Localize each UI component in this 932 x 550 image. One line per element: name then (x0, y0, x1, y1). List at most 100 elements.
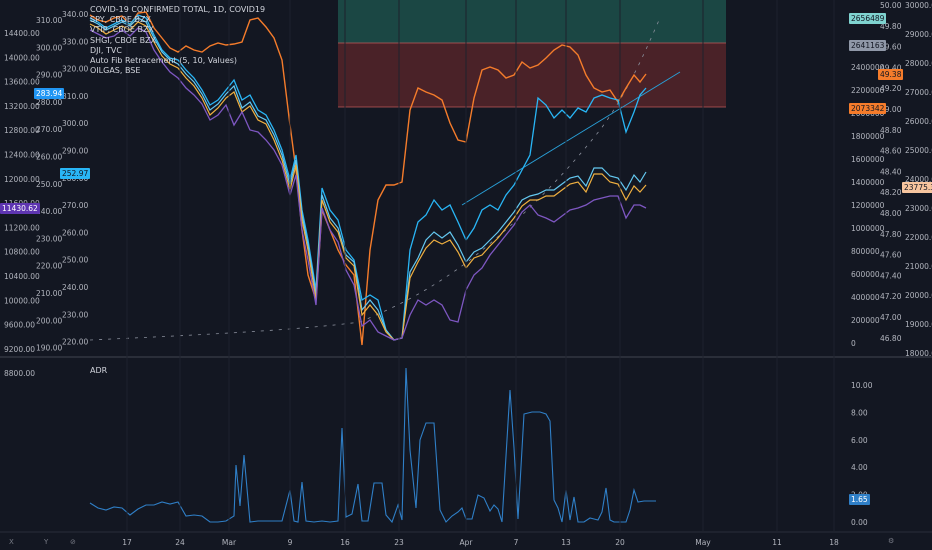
adr-axis-tick: 0.00 (851, 518, 868, 527)
adr-axis-tick: 8.00 (851, 408, 868, 417)
tag-gray: 2641163 (849, 40, 887, 51)
axis-inner-left-tick: 230.00 (36, 234, 62, 243)
axis-right1-tick: 600000 (851, 270, 880, 279)
axis-left-tick: 250.00 (62, 256, 88, 265)
axis-right2-tick: 48.40 (880, 167, 902, 176)
axis-right3-tick: 28000.0 (905, 59, 932, 68)
axis-right2-tick: 48.60 (880, 147, 902, 156)
axis-inner-left-tick: 240.00 (36, 207, 62, 216)
axis-left-tick: 330.00 (62, 37, 88, 46)
time-axis-label: 11 (772, 538, 782, 547)
tag-adr: 1.65 (849, 494, 870, 505)
spy-line (89, 14, 647, 341)
adr-axis-tick: 6.00 (851, 436, 868, 445)
time-axis-label: 13 (561, 538, 571, 547)
axis-left-tick: 240.00 (62, 283, 88, 292)
trend-line[interactable] (461, 71, 681, 206)
axis-left-tick: 230.00 (62, 310, 88, 319)
axis-right3-tick: 18000.0 (905, 349, 932, 358)
axis-right3-tick: 20000.0 (905, 291, 932, 300)
axis-far-left-tick: 13600.00 (4, 78, 40, 87)
axis-inner-left-tick: 310.00 (36, 16, 62, 25)
reset-icon[interactable]: ⊘ (70, 538, 76, 546)
axis-inner-left-tick: 260.00 (36, 153, 62, 162)
axis-right3-tick: 22000.0 (905, 233, 932, 242)
axis-right2-tick: 50.00 (880, 1, 902, 10)
legend-vtip[interactable]: VTIP, CBOE BZX (90, 25, 154, 35)
axis-inner-left-tick: 200.00 (36, 316, 62, 325)
time-axis-label: Apr (460, 538, 474, 547)
axis-right3-tick: 25000.0 (905, 146, 932, 155)
axis-right1-tick: 0 (851, 339, 856, 348)
legend-oilgas[interactable]: OILGAS, BSE (90, 66, 141, 76)
legend-dji[interactable]: DJI, TVC (90, 45, 122, 55)
time-axis-label: 9 (288, 538, 293, 547)
axis-far-left-tick: 14400.00 (4, 29, 40, 38)
axis-far-left-tick: 8800.00 (4, 369, 35, 378)
axis-far-left-tick: 11200.00 (4, 223, 40, 232)
axis-far-left-tick: 10000.00 (4, 296, 40, 305)
axis-left-tick: 300.00 (62, 119, 88, 128)
axis-far-left-tick: 12800.00 (4, 126, 40, 135)
fib-zone-lower (338, 43, 726, 107)
axis-right2-tick: 47.80 (880, 230, 902, 239)
axis-left-tick: 220.00 (62, 338, 88, 347)
shgi-line (89, 21, 647, 341)
axis-far-left-tick: 14000.00 (4, 53, 40, 62)
axis-right3-tick: 30000.0 (905, 1, 932, 10)
covid-total-line (89, 17, 661, 341)
axis-far-left-tick: 9200.00 (4, 345, 35, 354)
time-axis-label: 18 (829, 538, 839, 547)
tag-covid: 2656489 (849, 13, 887, 24)
axis-inner-left-tick: 220.00 (36, 262, 62, 271)
axis-right2-tick: 47.00 (880, 313, 902, 322)
axis-inner-left-tick: 190.00 (36, 344, 62, 353)
axis-right1-tick: 800000 (851, 247, 880, 256)
axis-inner-left-tick: 280.00 (36, 98, 62, 107)
axis-left-tick: 260.00 (62, 228, 88, 237)
axis-right2-tick: 49.60 (880, 43, 902, 52)
tag-orange2: 2073342 (849, 103, 887, 114)
legend-covid[interactable]: COVID-19 CONFIRMED TOTAL, 1D, COVID19 (90, 5, 266, 14)
axis-inner-left-tick: 250.00 (36, 180, 62, 189)
axis-right1-tick: 1000000 (851, 224, 885, 233)
axis-left-tick: 320.00 (62, 65, 88, 74)
time-axis-label: 7 (514, 538, 519, 547)
adr-pane[interactable] (84, 360, 846, 532)
axis-right2-tick: 46.80 (880, 334, 902, 343)
legend-shgi[interactable]: SHGI, CBOE BZX (90, 35, 157, 45)
y-scale-button[interactable]: Y (44, 538, 49, 546)
indicator-legend[interactable]: COVID-19 CONFIRMED TOTAL, 1D, COVID19 SP… (90, 5, 265, 76)
axis-right1-tick: 2200000 (851, 86, 885, 95)
axis-right2-tick: 47.40 (880, 271, 902, 280)
time-axis-label: 23 (394, 538, 404, 547)
settings-icon[interactable]: ⚙ (888, 537, 895, 545)
axis-far-left-tick: 10800.00 (4, 248, 40, 257)
axis-right1-tick: 200000 (851, 316, 880, 325)
axis-right1-tick: 2400000 (851, 63, 885, 72)
time-axis-label: 17 (122, 538, 132, 547)
axis-right3-tick: 23000.0 (905, 204, 932, 213)
x-scale-button[interactable]: X (9, 538, 14, 546)
adr-axis-tick: 10.00 (851, 381, 873, 390)
axis-left-tick: 270.00 (62, 201, 88, 210)
axis-left-tick: 310.00 (62, 92, 88, 101)
legend-fib[interactable]: Auto Fib Retracement (5, 10, Values) (90, 56, 238, 66)
vtip-line (89, 17, 647, 341)
time-axis-label: 20 (615, 538, 625, 547)
axis-right2-tick: 47.60 (880, 251, 902, 260)
time-axis-label: 16 (340, 538, 350, 547)
axis-inner-left-tick: 210.00 (36, 289, 62, 298)
axis-far-left-tick: 9600.00 (4, 321, 35, 330)
axis-right3-tick: 29000.0 (905, 30, 932, 39)
legend-spy[interactable]: SPY, CBOE BZX (90, 15, 151, 25)
axis-right1-tick: 1200000 (851, 201, 885, 210)
tag-left-blue: 283.94 (34, 88, 65, 99)
axis-right2-tick: 49.00 (880, 105, 902, 114)
axis-right1-tick: 1600000 (851, 155, 885, 164)
adr-pane-label[interactable]: ADR (90, 366, 108, 375)
axis-right3-tick: 21000.0 (905, 262, 932, 271)
axis-right3-tick: 26000.0 (905, 117, 932, 126)
axis-inner-left-tick: 300.00 (36, 43, 62, 52)
